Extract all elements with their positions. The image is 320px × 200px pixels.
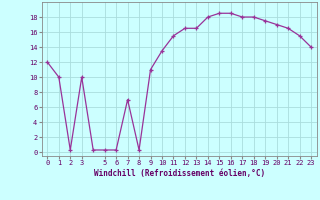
X-axis label: Windchill (Refroidissement éolien,°C): Windchill (Refroidissement éolien,°C) [94, 169, 265, 178]
